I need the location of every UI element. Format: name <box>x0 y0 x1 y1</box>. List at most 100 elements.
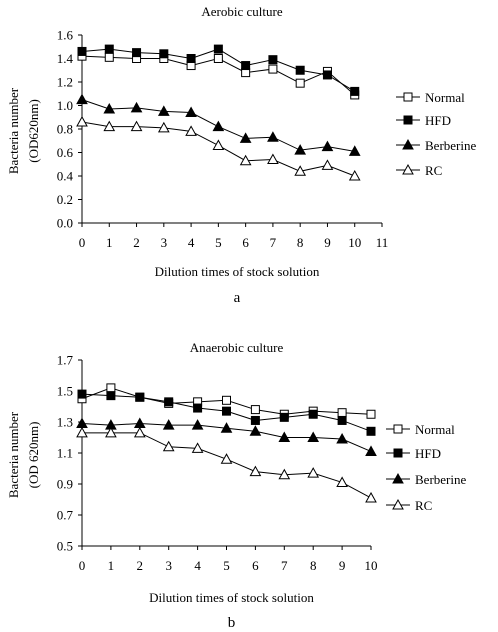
data-point <box>213 54 223 63</box>
x-tick-label: 4 <box>188 235 195 250</box>
x-tick-label: 2 <box>137 558 144 573</box>
chart-aerobic: Aerobic culture 0.0 0.2 0.4 0.6 0.8 1.0 1.2 1.4 1… <box>6 4 476 306</box>
data-point <box>295 78 305 88</box>
legend-marker <box>402 163 414 175</box>
data-point <box>162 419 175 430</box>
data-point <box>268 55 278 65</box>
data-point <box>249 425 262 436</box>
y-tick-label: 1.6 <box>57 28 74 43</box>
legend-label: Normal <box>425 90 465 105</box>
x-tick-label: 8 <box>310 558 317 573</box>
data-point <box>212 120 225 132</box>
y-tick-label: 1.4 <box>57 51 74 66</box>
x-tick-label: 9 <box>324 235 331 250</box>
data-point <box>294 165 307 176</box>
series-normal <box>77 51 360 100</box>
y-tick-label: 0.5 <box>57 539 73 554</box>
data-point <box>133 426 146 438</box>
data-point <box>222 395 231 405</box>
x-tick-label: 5 <box>223 558 230 573</box>
legend-label: RC <box>415 498 432 513</box>
data-point <box>186 54 196 63</box>
y-axis-label-unit: (OD 620nm) <box>26 422 41 489</box>
legend-item-rc: RC <box>396 163 442 178</box>
data-point <box>159 49 169 59</box>
data-point <box>222 406 231 416</box>
data-point <box>250 405 260 415</box>
data-point <box>213 44 223 54</box>
data-point <box>279 412 289 422</box>
x-tick-label: 10 <box>365 558 378 573</box>
data-point <box>365 491 377 503</box>
data-point <box>267 153 279 165</box>
data-point <box>308 409 318 419</box>
data-point <box>185 106 197 118</box>
panel-label: a <box>234 290 241 306</box>
legend-marker <box>393 424 403 434</box>
x-tick-label: 7 <box>270 235 277 250</box>
x-tick-label: 5 <box>215 235 222 250</box>
legend-label: HFD <box>425 113 451 128</box>
y-axis-label: Bacteria number <box>6 87 21 174</box>
y-axis-label-unit: (OD620nm) <box>26 99 41 163</box>
legend-label: HFD <box>415 446 441 461</box>
data-point <box>76 115 88 127</box>
legend-item-berberine: Berberine <box>396 138 476 153</box>
x-tick-label: 10 <box>348 235 361 250</box>
data-point <box>106 391 116 401</box>
x-axis-label: Dilution times of stock solution <box>155 264 320 279</box>
data-point <box>191 442 204 453</box>
x-tick-label: 9 <box>339 558 346 573</box>
data-point <box>157 121 170 133</box>
data-point <box>337 415 347 425</box>
legend-item-rc: RC <box>386 498 432 513</box>
data-point <box>130 101 143 113</box>
series-berberine <box>76 417 377 456</box>
y-tick-label: 0.0 <box>57 216 73 231</box>
x-tick-label: 6 <box>242 235 249 250</box>
y-tick-label: 0.2 <box>57 192 73 207</box>
data-point <box>348 145 361 156</box>
series-hfd <box>77 44 360 96</box>
data-point <box>365 445 377 456</box>
y-axis-label: Bacteria number <box>6 411 21 498</box>
data-point <box>212 139 225 150</box>
x-tick-label: 4 <box>194 558 201 573</box>
x-tick-label: 1 <box>106 235 113 250</box>
x-tick-label: 3 <box>161 235 168 250</box>
data-point <box>191 419 204 430</box>
data-point <box>130 120 143 132</box>
y-tick-label: 1.0 <box>57 98 73 113</box>
data-point <box>267 131 279 142</box>
data-point <box>337 408 347 418</box>
chart-anaerobic: Anaerobic culture 0.5 0.7 0.9 1.1 1.3 1.5 1.7 0 1… <box>6 340 466 631</box>
series-line <box>82 432 372 499</box>
legend-marker <box>392 498 404 510</box>
y-tick-label: 1.2 <box>57 75 73 90</box>
data-point <box>350 86 360 96</box>
legend-label: RC <box>425 163 442 178</box>
series-rc <box>76 115 361 181</box>
data-point <box>103 102 116 114</box>
x-axis-label: Dilution times of stock solution <box>149 590 314 605</box>
data-point <box>307 467 320 478</box>
data-point <box>162 440 175 452</box>
y-tick-label: 1.3 <box>57 415 73 430</box>
x-tick-label: 3 <box>165 558 172 573</box>
y-tick-label: 1.1 <box>57 446 73 461</box>
legend-marker <box>402 138 414 150</box>
legend-item-normal: Normal <box>386 422 455 437</box>
panel-label: b <box>228 615 236 631</box>
y-tick-label: 0.4 <box>57 169 74 184</box>
data-point <box>336 476 348 487</box>
x-tick-label: 6 <box>252 558 259 573</box>
data-point <box>336 433 348 444</box>
x-tick-label: 0 <box>79 558 86 573</box>
data-point <box>307 431 320 442</box>
data-point <box>77 46 87 56</box>
x-tick-label: 0 <box>79 235 86 250</box>
data-point <box>366 409 376 419</box>
data-point <box>132 48 142 58</box>
y-tick-label: 1.5 <box>57 384 73 399</box>
